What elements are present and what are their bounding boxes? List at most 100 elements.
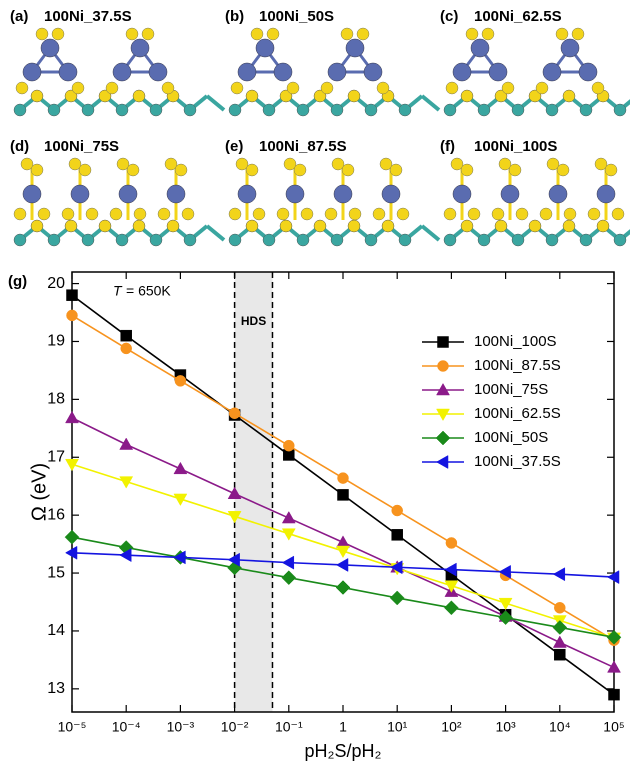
- panel-name: 100Ni_87.5S: [259, 138, 347, 155]
- structure-panel: (f)100Ni_100S: [440, 138, 630, 246]
- marker: [338, 489, 349, 500]
- atom: [614, 104, 626, 116]
- legend-label: 100Ni_75S: [474, 381, 548, 398]
- atom: [468, 208, 480, 220]
- annotation-text: = 650K: [126, 283, 171, 299]
- atom: [512, 234, 524, 246]
- y-tick-label: 15: [47, 564, 65, 581]
- legend-label: 100Ni_62.5S: [474, 405, 561, 422]
- marker: [229, 408, 240, 419]
- atom: [397, 208, 409, 220]
- atom: [453, 63, 471, 81]
- atom: [229, 104, 241, 116]
- atom: [557, 164, 569, 176]
- atom: [349, 208, 361, 220]
- atom: [597, 185, 615, 203]
- atom: [478, 234, 490, 246]
- marker: [609, 689, 620, 700]
- bond: [207, 226, 224, 240]
- atom: [444, 208, 456, 220]
- x-tick-label: 10⁵: [603, 719, 624, 735]
- atom: [605, 164, 617, 176]
- atom: [592, 82, 604, 94]
- atom: [126, 28, 138, 40]
- atom: [52, 28, 64, 40]
- atom: [14, 208, 26, 220]
- atom: [41, 39, 59, 57]
- atom: [597, 220, 609, 232]
- marker: [608, 661, 621, 673]
- marker: [336, 581, 350, 595]
- legend-label: 100Ni_100S: [474, 333, 557, 350]
- marker: [283, 440, 294, 451]
- atom: [321, 82, 333, 94]
- structure-panel: (c)100Ni_62.5S: [440, 8, 630, 116]
- atom: [529, 220, 541, 232]
- panel-name: 100Ni_50S: [259, 8, 334, 25]
- atom: [246, 90, 258, 102]
- marker: [438, 361, 449, 372]
- marker: [436, 431, 450, 445]
- x-tick-label: 10⁻¹: [275, 719, 303, 735]
- panel-label: (e): [225, 138, 243, 155]
- atom: [612, 208, 624, 220]
- legend-label: 100Ni_50S: [474, 429, 548, 446]
- atom: [280, 220, 292, 232]
- marker: [65, 530, 79, 544]
- atom: [495, 220, 507, 232]
- y-axis-label: Ω (eV): [28, 463, 50, 521]
- atom: [116, 104, 128, 116]
- atom: [246, 220, 258, 232]
- structure-panel: (b)100Ni_50S: [225, 8, 439, 116]
- atom: [150, 234, 162, 246]
- atom: [175, 164, 187, 176]
- atom: [238, 185, 256, 203]
- atom: [167, 185, 185, 203]
- atom: [614, 234, 626, 246]
- marker: [390, 591, 404, 605]
- atom: [492, 208, 504, 220]
- atom: [31, 220, 43, 232]
- atom: [286, 185, 304, 203]
- x-tick-label: 1: [339, 719, 347, 735]
- marker: [446, 537, 457, 548]
- atom: [563, 90, 575, 102]
- atom: [48, 234, 60, 246]
- atom: [516, 208, 528, 220]
- atom: [466, 28, 478, 40]
- atom: [113, 63, 131, 81]
- atom: [182, 208, 194, 220]
- structure-panel: (d)100Ni_75S: [10, 138, 224, 246]
- atom: [543, 63, 561, 81]
- structures: (a)100Ni_37.5S(b)100Ni_50S(c)100Ni_62.5S…: [10, 8, 630, 246]
- marker: [282, 556, 294, 569]
- atom: [390, 164, 402, 176]
- atom: [342, 164, 354, 176]
- bond: [422, 226, 439, 240]
- marker: [553, 568, 565, 581]
- shaded-region: [235, 272, 273, 712]
- marker: [121, 343, 132, 354]
- atom: [59, 63, 77, 81]
- atom: [277, 208, 289, 220]
- atom: [334, 185, 352, 203]
- atom: [150, 104, 162, 116]
- atom: [509, 164, 521, 176]
- atom: [331, 104, 343, 116]
- atom: [62, 208, 74, 220]
- atom: [579, 63, 597, 81]
- atom: [16, 82, 28, 94]
- atom: [251, 28, 263, 40]
- marker: [438, 337, 449, 348]
- atom: [444, 234, 456, 246]
- annotation-variable: T: [113, 283, 123, 299]
- y-tick-label: 18: [47, 391, 65, 408]
- marker: [120, 438, 133, 450]
- page: (a)100Ni_37.5S(b)100Ni_50S(c)100Ni_62.5S…: [0, 0, 630, 772]
- atom: [588, 208, 600, 220]
- atom: [453, 185, 471, 203]
- atom: [142, 28, 154, 40]
- panel-label: (f): [440, 138, 455, 155]
- atom: [184, 104, 196, 116]
- panel-label: (c): [440, 8, 458, 25]
